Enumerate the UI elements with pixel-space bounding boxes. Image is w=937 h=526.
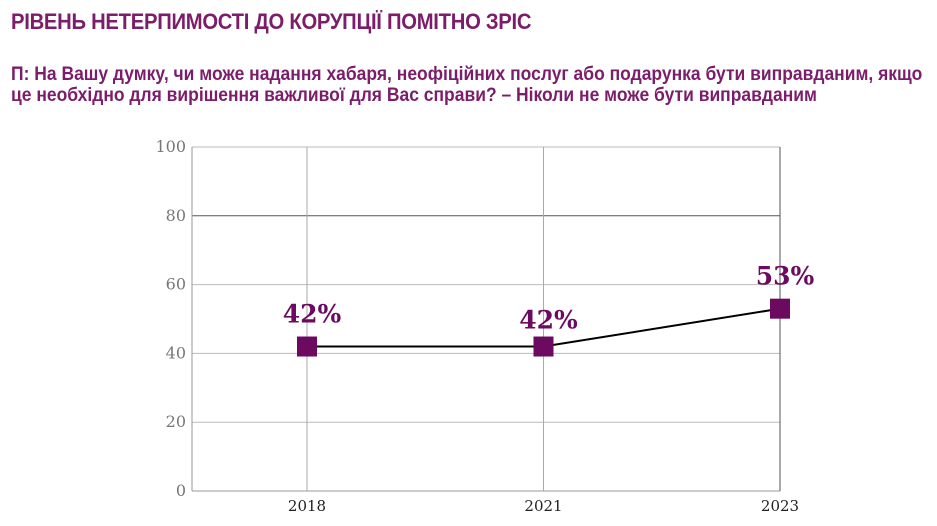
page-title: РІВЕНЬ НЕТЕРПИМОСТІ ДО КОРУПЦІЇ ПОМІТНО …	[11, 9, 532, 34]
question-subtitle: П: На Вашу думку, чи може надання хабаря…	[11, 64, 923, 106]
y-tick-label: 20	[166, 412, 186, 431]
data-point-marker	[297, 336, 317, 357]
data-label: 42%	[519, 306, 578, 335]
x-tick-label: 2023	[761, 497, 799, 515]
x-tick-label: 2021	[524, 497, 562, 515]
data-label: 42%	[283, 300, 342, 329]
y-tick-label: 0	[176, 481, 186, 500]
data-point-marker	[770, 298, 790, 319]
data-label: 53%	[756, 262, 815, 291]
y-tick-label: 80	[166, 206, 186, 225]
x-tick-label: 2018	[288, 497, 326, 515]
y-tick-label: 40	[166, 343, 186, 362]
data-point-marker	[533, 336, 554, 357]
y-tick-label: 60	[166, 275, 186, 294]
y-tick-label: 100	[155, 137, 186, 156]
